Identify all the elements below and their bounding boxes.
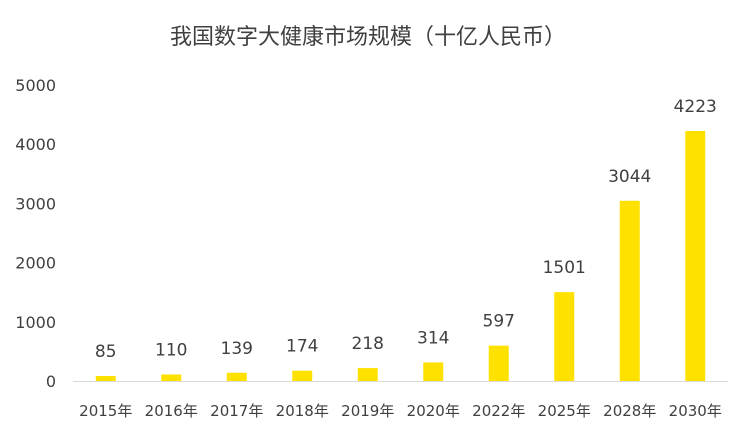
- data-label: 110: [155, 340, 187, 360]
- bars-group: [95, 130, 706, 381]
- x-tick-label: 2020年: [407, 402, 460, 420]
- data-label: 3044: [608, 167, 651, 187]
- data-label: 1501: [543, 258, 586, 278]
- bar-2030年: [685, 130, 706, 381]
- x-axis: 2015年 2016年 2017年 2018年 2019年 2020年 2022年 2025年…: [73, 381, 728, 420]
- x-tick-label: 2018年: [276, 402, 329, 420]
- x-tick-label: 2030年: [669, 402, 722, 420]
- bar-2028年: [619, 200, 640, 381]
- x-tick-label: 2028年: [603, 402, 656, 420]
- y-tick-label: 0: [46, 372, 56, 391]
- y-tick-label: 5000: [15, 76, 56, 95]
- data-label: 174: [286, 337, 318, 357]
- data-labels-group: 85 110 139 174 218 314 597 1501 3044 4223: [95, 97, 717, 362]
- bar-2020年: [423, 362, 444, 381]
- data-label: 218: [352, 334, 384, 354]
- x-tick-label: 2022年: [472, 402, 525, 420]
- y-tick-label: 2000: [15, 254, 56, 273]
- data-label: 314: [417, 328, 449, 348]
- bar-2017年: [226, 372, 247, 381]
- chart-title: 我国数字大健康市场规模（十亿人民币）: [170, 25, 566, 50]
- x-tick-label: 2015年: [79, 402, 132, 420]
- y-tick-label: 4000: [15, 135, 56, 154]
- y-axis: 0 1000 2000 3000 4000 5000: [15, 76, 56, 391]
- bar-2015年: [95, 375, 116, 381]
- bar-2025年: [554, 292, 575, 381]
- x-tick-label: 2016年: [145, 402, 198, 420]
- bar-2022年: [488, 345, 509, 381]
- x-tick-label: 2017年: [210, 402, 263, 420]
- data-label: 4223: [674, 97, 717, 117]
- data-label: 597: [483, 312, 515, 332]
- bar-2019年: [357, 368, 378, 381]
- bar-2016年: [161, 374, 182, 381]
- x-tick-label: 2025年: [538, 402, 591, 420]
- y-tick-label: 3000: [15, 194, 56, 213]
- bar-2018年: [292, 370, 313, 381]
- data-label: 139: [221, 339, 253, 359]
- y-tick-label: 1000: [15, 313, 56, 332]
- data-label: 85: [95, 342, 117, 362]
- x-tick-label: 2019年: [341, 402, 394, 420]
